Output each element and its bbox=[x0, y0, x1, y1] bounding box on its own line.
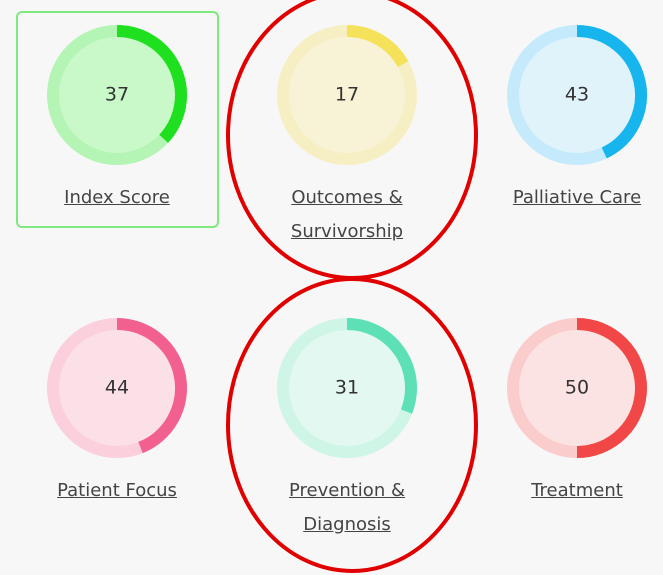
gauge-arc bbox=[116, 318, 187, 454]
gauge-value: 50 bbox=[565, 377, 589, 399]
selected-box bbox=[16, 11, 219, 228]
gauge-value: 37 bbox=[105, 84, 129, 106]
category-link[interactable]: Prevention & Diagnosis bbox=[289, 480, 405, 535]
gauge-value: 31 bbox=[335, 377, 359, 399]
gauge-arc bbox=[346, 318, 417, 414]
category-link[interactable]: Treatment bbox=[531, 480, 623, 501]
gauge-value: 43 bbox=[565, 84, 589, 106]
annotation-ellipse bbox=[226, 277, 478, 573]
gauge-arc bbox=[116, 25, 187, 143]
gauge-value: 44 bbox=[105, 377, 129, 399]
category-link[interactable]: Patient Focus bbox=[57, 480, 177, 501]
category-link[interactable]: Index Score bbox=[64, 187, 170, 208]
gauge-arc bbox=[576, 25, 647, 159]
gauge-value: 17 bbox=[335, 84, 359, 106]
category-link[interactable]: Outcomes & Survivorship bbox=[290, 187, 404, 242]
gauge-arc bbox=[576, 318, 647, 458]
gauge-arc bbox=[346, 25, 409, 68]
category-link[interactable]: Palliative Care bbox=[512, 187, 642, 208]
